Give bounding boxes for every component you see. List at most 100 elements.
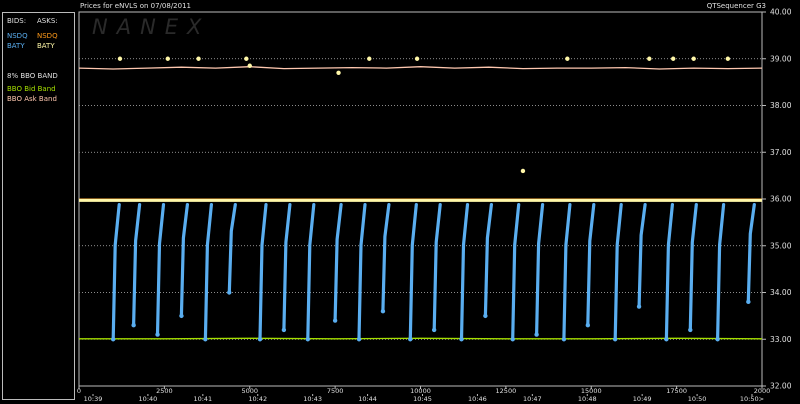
bid-point — [688, 327, 693, 333]
bid-run — [333, 203, 343, 323]
x-tick-label: 5000 — [241, 387, 258, 395]
time-tick-label: 10:41 — [193, 395, 212, 403]
bid-point — [459, 337, 464, 342]
y-tick-label: 40.00 — [770, 8, 792, 17]
bid-point — [715, 337, 720, 342]
y-tick-label: 32.00 — [770, 382, 792, 391]
bid-run — [613, 203, 623, 341]
bid-run — [132, 203, 142, 327]
bid-point — [110, 337, 116, 342]
legend-ask-nsdq: NSDQ — [37, 32, 58, 40]
bid-run — [716, 203, 726, 341]
ask-point — [244, 56, 249, 61]
x-tick-label: 2000 — [754, 387, 771, 395]
bid-point — [664, 337, 669, 342]
legend-bid-baty: BATY — [7, 42, 25, 50]
bid-point — [585, 323, 591, 328]
app-label: QTSequencer G3 — [706, 2, 766, 10]
x-tick-label: 17500 — [666, 387, 687, 395]
legend-panel: BIDS: ASKS: NSDQ NSDQ BATY BATY 8% BBO B… — [2, 12, 75, 400]
bid-run — [511, 203, 521, 341]
ask-point — [671, 56, 676, 61]
bid-run — [408, 203, 418, 341]
bid-point — [332, 318, 338, 323]
ask-point — [414, 56, 420, 61]
bid-run — [282, 203, 292, 332]
bid-run — [746, 203, 756, 304]
bid-point — [305, 337, 311, 342]
x-tick-label: 12500 — [496, 387, 517, 395]
bid-point — [534, 332, 539, 337]
bid-run — [227, 203, 237, 295]
y-tick-label: 38.00 — [770, 101, 792, 110]
bid-point — [408, 337, 413, 342]
y-tick-label: 34.00 — [770, 288, 792, 297]
time-tick-label: 10:42 — [248, 395, 267, 403]
bid-run — [535, 203, 545, 337]
bid-run — [432, 203, 442, 332]
y-tick-label: 35.00 — [770, 241, 792, 250]
ask-point — [647, 56, 652, 61]
y-tick-label: 36.00 — [770, 195, 792, 204]
legend-bids-label: BIDS: — [7, 17, 27, 25]
chart-title: Prices for eNVLS on 07/08/2011 — [80, 2, 191, 10]
y-tick-label: 37.00 — [770, 148, 792, 157]
ask-point — [520, 168, 526, 174]
legend-bid-band-label: BBO Bid Band — [7, 85, 56, 93]
bid-point — [510, 337, 515, 342]
bid-point — [356, 337, 362, 342]
bid-run — [483, 203, 493, 318]
ask-point — [165, 56, 170, 61]
bid-point — [155, 332, 160, 337]
time-tick-label: 10:49 — [633, 395, 652, 403]
time-tick-label: 10:44 — [358, 395, 377, 403]
bid-point — [257, 337, 263, 342]
bid-point — [746, 299, 751, 305]
bid-point — [179, 313, 184, 319]
bid-run — [586, 203, 596, 327]
ask-band-line — [78, 66, 763, 70]
bid-point — [636, 304, 642, 309]
nanex-watermark: NANEX — [92, 15, 211, 39]
bid-point — [612, 337, 618, 342]
bid-point — [380, 309, 386, 314]
bid-run — [562, 203, 572, 341]
bid-run — [637, 203, 647, 309]
time-tick-label: 10:43 — [303, 395, 322, 403]
time-tick-label: 10:39 — [84, 395, 103, 403]
bid-point — [561, 337, 567, 342]
x-tick-label: 2500 — [156, 387, 173, 395]
bid-point — [431, 327, 437, 333]
ask-point — [196, 56, 201, 61]
x-tick-label: 0 — [77, 387, 81, 395]
time-tick-label: 10:50> — [740, 395, 764, 403]
ask-point — [117, 56, 123, 61]
legend-bid-nsdq: NSDQ — [7, 32, 28, 40]
bid-run — [111, 203, 121, 341]
x-tick-label: 10000 — [410, 387, 431, 395]
bid-point — [483, 313, 488, 319]
ask-point — [367, 56, 372, 61]
bid-run — [381, 203, 391, 313]
y-tick-label: 33.00 — [770, 335, 792, 344]
bid-point — [203, 337, 208, 342]
bid-point — [281, 327, 287, 333]
bid-point — [131, 323, 136, 328]
ask-point — [336, 70, 341, 75]
bid-run — [664, 203, 674, 341]
bid-run — [459, 203, 470, 341]
bid-run — [306, 203, 316, 341]
bid-band-line — [79, 337, 763, 340]
y-tick-label: 39.00 — [770, 54, 792, 63]
time-tick-label: 10:45 — [413, 395, 432, 403]
bid-run — [179, 203, 189, 318]
time-tick-label: 10:50 — [688, 395, 707, 403]
time-tick-label: 10:40 — [139, 395, 158, 403]
time-tick-label: 10:48 — [578, 395, 597, 403]
bid-point — [227, 290, 232, 295]
bid-run — [203, 203, 213, 341]
bid-run — [688, 203, 698, 332]
legend-asks-label: ASKS: — [37, 17, 58, 25]
bid-run — [258, 203, 268, 341]
